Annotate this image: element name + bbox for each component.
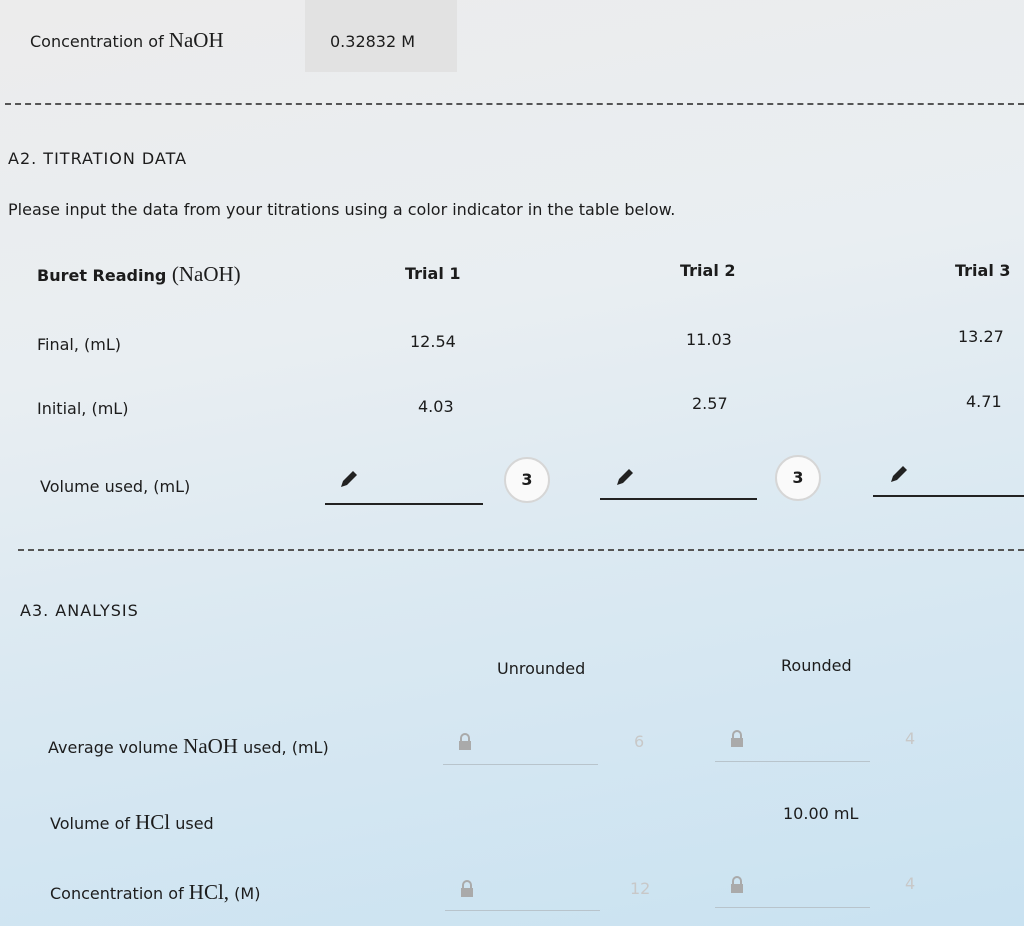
row-label: Concentration of HCl, (M)	[50, 880, 260, 906]
label-text: (M)	[234, 884, 261, 903]
instruction: Please input the data from your titratio…	[8, 200, 676, 219]
value-box	[305, 0, 457, 72]
chem: HCl,	[188, 880, 230, 904]
row-label: Volume of HCl used	[50, 810, 214, 836]
input-line[interactable]	[600, 498, 757, 500]
section-title: A2. TITRATION DATA	[8, 149, 188, 168]
column-header: Rounded	[781, 656, 852, 675]
cell: 12.54	[410, 332, 456, 351]
chem: (NaOH)	[171, 262, 241, 286]
trial-header: Trial 3	[955, 261, 1011, 280]
input-line	[445, 910, 600, 911]
label-text: Concentration of	[50, 884, 184, 903]
chem: NaOH	[168, 28, 224, 52]
divider	[5, 103, 1024, 105]
divider	[18, 549, 1024, 551]
trial-header: Trial 2	[680, 261, 736, 280]
cell: 4.71	[966, 392, 1002, 411]
row-label: Final, (mL)	[37, 335, 122, 354]
row-label: Initial, (mL)	[37, 399, 129, 418]
label-text: Concentration of	[30, 32, 164, 51]
hint: 12	[630, 879, 651, 898]
edit-icon[interactable]	[338, 468, 360, 490]
hint: 4	[905, 874, 916, 893]
edit-icon[interactable]	[888, 463, 910, 485]
chem: HCl	[135, 810, 171, 834]
table-header-label: Buret Reading (NaOH)	[37, 262, 241, 288]
input-line[interactable]	[873, 495, 1024, 497]
input-line	[715, 907, 870, 908]
header-label: Concentration of NaOH	[30, 28, 224, 54]
lock-icon	[459, 733, 471, 750]
row-label: Average volume NaOH used, (mL)	[48, 734, 329, 760]
cell: 4.03	[418, 397, 454, 416]
cell: 13.27	[958, 327, 1004, 346]
badge: 3	[504, 457, 550, 503]
label-text: Buret Reading	[37, 266, 167, 285]
hint: 6	[634, 732, 645, 751]
section-title: A3. ANALYSIS	[20, 601, 139, 620]
cell: 11.03	[686, 330, 732, 349]
header-value: 0.32832 M	[330, 32, 416, 51]
input-line	[715, 761, 870, 762]
lock-icon	[731, 730, 743, 747]
input-line	[443, 764, 598, 765]
trial-header: Trial 1	[405, 264, 461, 283]
lock-icon	[461, 880, 473, 897]
label-text: used, (mL)	[243, 738, 329, 757]
badge: 3	[775, 455, 821, 501]
hint: 4	[905, 729, 916, 748]
label-text: Average volume	[48, 738, 179, 757]
label-text: Volume of	[50, 814, 131, 833]
column-header: Unrounded	[497, 659, 586, 678]
cell: 2.57	[692, 394, 728, 413]
edit-icon[interactable]	[614, 466, 636, 488]
row-label: Volume used, (mL)	[40, 477, 191, 496]
label-text: used	[175, 814, 214, 833]
lock-icon	[731, 876, 743, 893]
chem: NaOH	[183, 734, 238, 758]
input-line[interactable]	[325, 503, 483, 505]
value: 10.00 mL	[783, 804, 859, 823]
